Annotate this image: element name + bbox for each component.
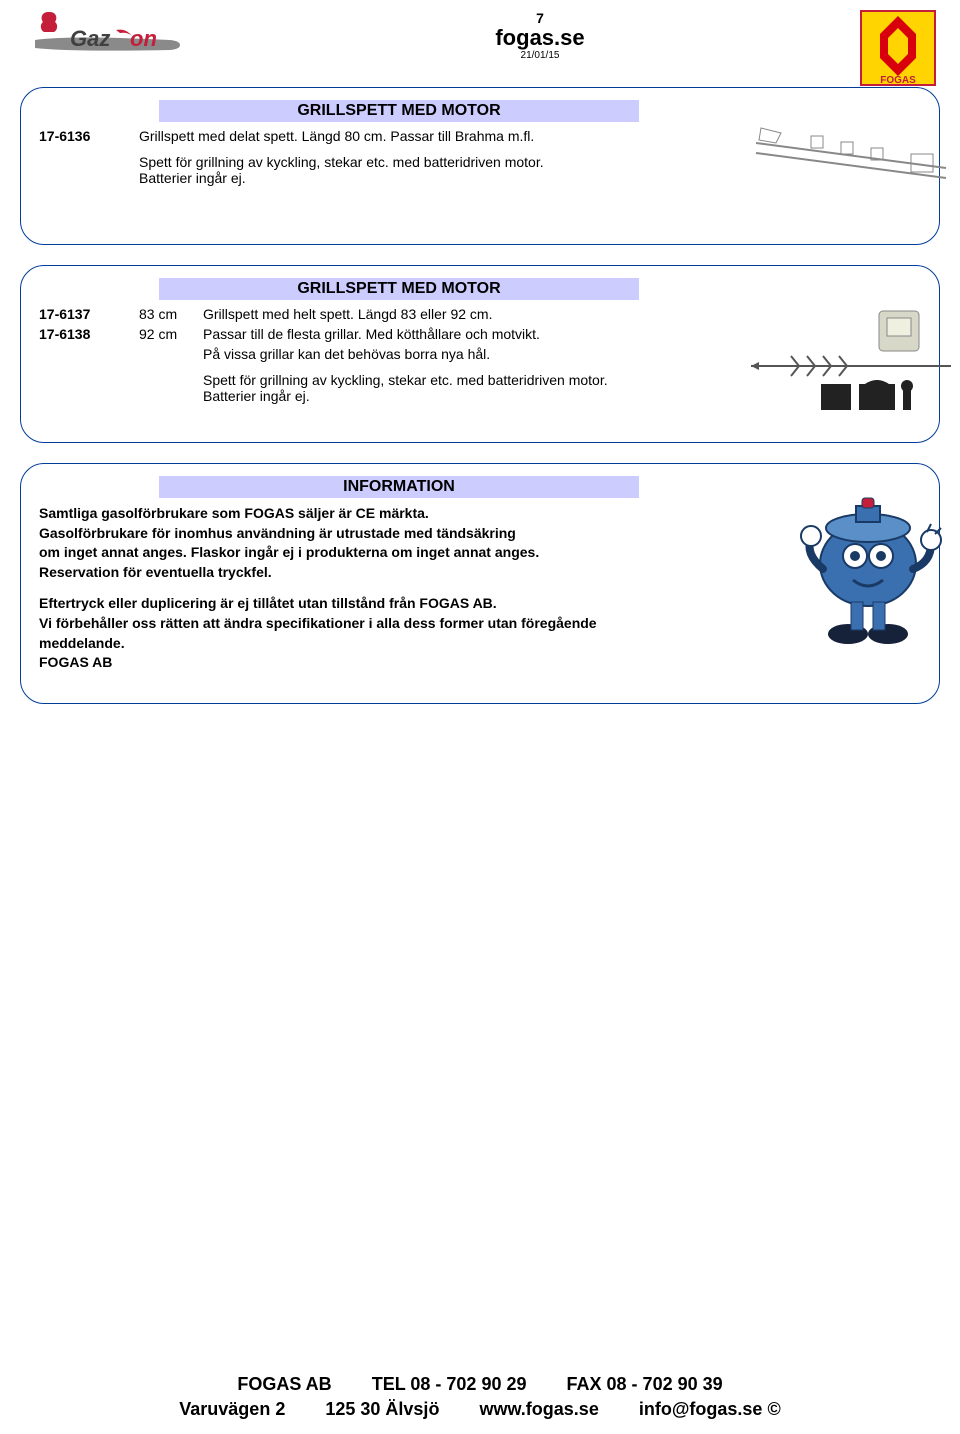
info-line: meddelande.: [39, 635, 125, 651]
product-image: [751, 306, 951, 419]
footer-city: 125 30 Älvsjö: [325, 1399, 439, 1419]
product-code: 17-6138: [39, 326, 139, 342]
info-line: Reservation för eventuella tryckfel.: [39, 564, 272, 580]
section-title: GRILLSPETT MED MOTOR: [159, 100, 639, 122]
page-header: Gaz on 7 fogas.se 21/01/15 FOGAS: [20, 10, 940, 89]
product-size: 83 cm: [139, 306, 203, 322]
section-title: GRILLSPETT MED MOTOR: [159, 278, 639, 300]
gazon-logo: Gaz on: [20, 10, 190, 54]
footer-address: Varuvägen 2: [179, 1399, 285, 1419]
section-title: INFORMATION: [159, 476, 639, 498]
product-code: 17-6137: [39, 306, 139, 322]
svg-text:FOGAS: FOGAS: [880, 75, 916, 86]
site-title: fogas.se: [220, 26, 860, 50]
header-center: 7 fogas.se 21/01/15: [220, 10, 860, 61]
info-line: Samtliga gasolförbrukare som FOGAS sälje…: [39, 505, 429, 521]
info-line: Eftertryck eller duplicering är ej tillå…: [39, 595, 497, 611]
fogas-logo-wrap: FOGAS: [860, 10, 940, 89]
page-date: 21/01/15: [220, 50, 860, 61]
footer-email: info@fogas.se ©: [639, 1399, 781, 1419]
card-grillspett-1: GRILLSPETT MED MOTOR 17-6136 Grillspett …: [20, 87, 940, 245]
page-number: 7: [220, 10, 860, 26]
footer-www: www.fogas.se: [479, 1399, 598, 1419]
page-footer: FOGAS AB TEL 08 - 702 90 29 FAX 08 - 702…: [0, 1372, 960, 1422]
product-image: [751, 98, 951, 201]
fogas-logo: FOGAS: [860, 10, 936, 86]
footer-fax: FAX 08 - 702 90 39: [567, 1374, 723, 1394]
mascot-image: [793, 484, 943, 657]
product-size: 92 cm: [139, 326, 203, 342]
card-information: INFORMATION Samtliga gasolförbrukare som…: [20, 463, 940, 704]
card-grillspett-2: GRILLSPETT MED MOTOR 17-6137 83 cm Grill…: [20, 265, 940, 443]
info-line: Vi förbehåller oss rätten att ändra spec…: [39, 615, 597, 631]
footer-company: FOGAS AB: [237, 1374, 331, 1394]
svg-text:Gaz: Gaz: [70, 26, 110, 51]
gazon-logo-wrap: Gaz on: [20, 10, 220, 57]
product-code: 17-6136: [39, 128, 139, 144]
info-text: Samtliga gasolförbrukare som FOGAS sälje…: [39, 504, 921, 673]
footer-tel: TEL 08 - 702 90 29: [372, 1374, 527, 1394]
info-line: FOGAS AB: [39, 654, 112, 670]
info-line: om inget annat anges. Flaskor ingår ej i…: [39, 544, 539, 560]
svg-text:on: on: [130, 26, 157, 51]
info-line: Gasolförbrukare för inomhus användning ä…: [39, 525, 516, 541]
